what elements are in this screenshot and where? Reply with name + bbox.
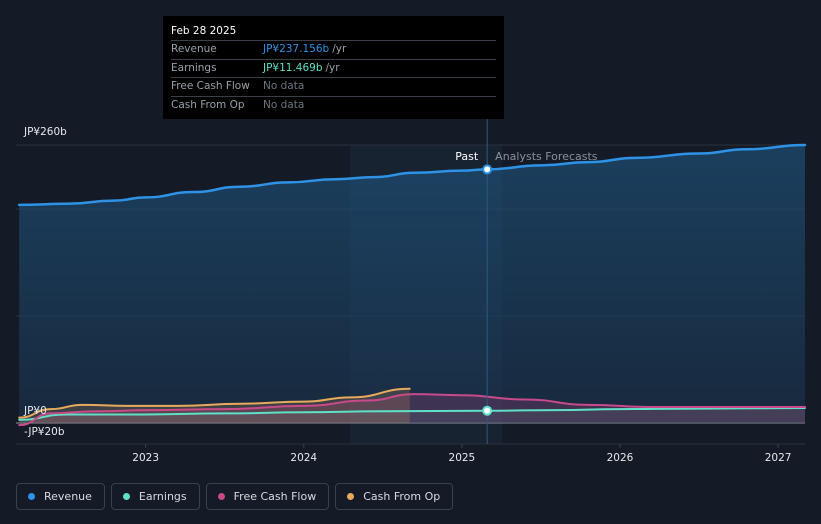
past-label: Past: [455, 150, 479, 163]
x-tick-label: 2026: [607, 452, 634, 464]
legend-label: Revenue: [44, 490, 92, 503]
tooltip-label: Free Cash Flow: [171, 80, 250, 92]
tooltip-value: No data: [263, 98, 305, 111]
hover-marker: [482, 405, 493, 416]
x-tick-label: 2024: [290, 452, 317, 464]
x-tick-label: 2025: [449, 452, 476, 464]
tooltip-row-free-cash-flow: Free Cash Flow No data: [171, 78, 496, 97]
series-line-revenue: [17, 143, 807, 207]
tooltip-unit: /yr: [332, 43, 347, 55]
legend-item-revenue[interactable]: Revenue: [16, 483, 105, 510]
x-tick-label: 2027: [765, 452, 792, 464]
forecast-label: Analysts Forecasts: [495, 150, 598, 163]
series-area-revenue: [19, 145, 805, 423]
legend: Revenue Earnings Free Cash Flow Cash Fro…: [16, 483, 454, 510]
y-axis: JP¥260b JP¥0 -JP¥20b: [23, 126, 67, 438]
y-tick-label: -JP¥20b: [24, 426, 65, 438]
tooltip-value: JP¥11.469b: [263, 61, 323, 74]
series-line-cash-from-op: [18, 387, 411, 419]
tooltip-label: Earnings: [171, 61, 217, 74]
legend-item-earnings[interactable]: Earnings: [110, 483, 200, 510]
series-area-earnings: [19, 408, 805, 423]
tooltip-value: JP¥237.156b: [263, 43, 330, 55]
legend-label: Free Cash Flow: [233, 490, 317, 503]
tooltip-label: Cash From Op: [171, 98, 245, 111]
tooltip: Feb 28 2025 Revenue JP¥237.156b /yr Earn…: [163, 16, 504, 119]
hover-marker: [482, 164, 493, 175]
legend-label: Earnings: [138, 490, 187, 503]
x-axis: 2023 2024 2025 2026 2027: [132, 444, 791, 464]
tooltip-row-revenue: Revenue JP¥237.156b /yr: [171, 41, 496, 60]
tooltip-label: Revenue: [171, 43, 217, 55]
x-tick-label: 2023: [132, 452, 159, 464]
legend-dot-icon: [347, 493, 355, 500]
tooltip-value: No data: [263, 80, 305, 92]
y-tick-label: JP¥0: [23, 405, 47, 417]
hover-markers: [482, 164, 493, 416]
legend-dot-icon: [122, 493, 130, 500]
tooltip-row-earnings: Earnings JP¥11.469b /yr: [171, 60, 496, 78]
tooltip-date: Feb 28 2025: [171, 22, 496, 41]
series-lines: [17, 143, 807, 427]
tooltip-unit: /yr: [325, 61, 340, 74]
series-areas: [19, 145, 805, 426]
legend-item-cash-from-op[interactable]: Cash From Op: [335, 483, 454, 510]
y-tick-label: JP¥260b: [23, 126, 67, 138]
legend-dot-icon: [217, 493, 225, 500]
legend-label: Cash From Op: [363, 490, 441, 503]
legend-dot-icon: [28, 493, 35, 500]
series-line-earnings: [18, 407, 806, 421]
legend-item-free-cash-flow[interactable]: Free Cash Flow: [205, 483, 330, 510]
series-area-free-cash-flow: [19, 394, 805, 426]
tooltip-row-cash-from-op: Cash From Op No data: [171, 97, 496, 115]
series-line-free-cash-flow: [18, 393, 806, 427]
